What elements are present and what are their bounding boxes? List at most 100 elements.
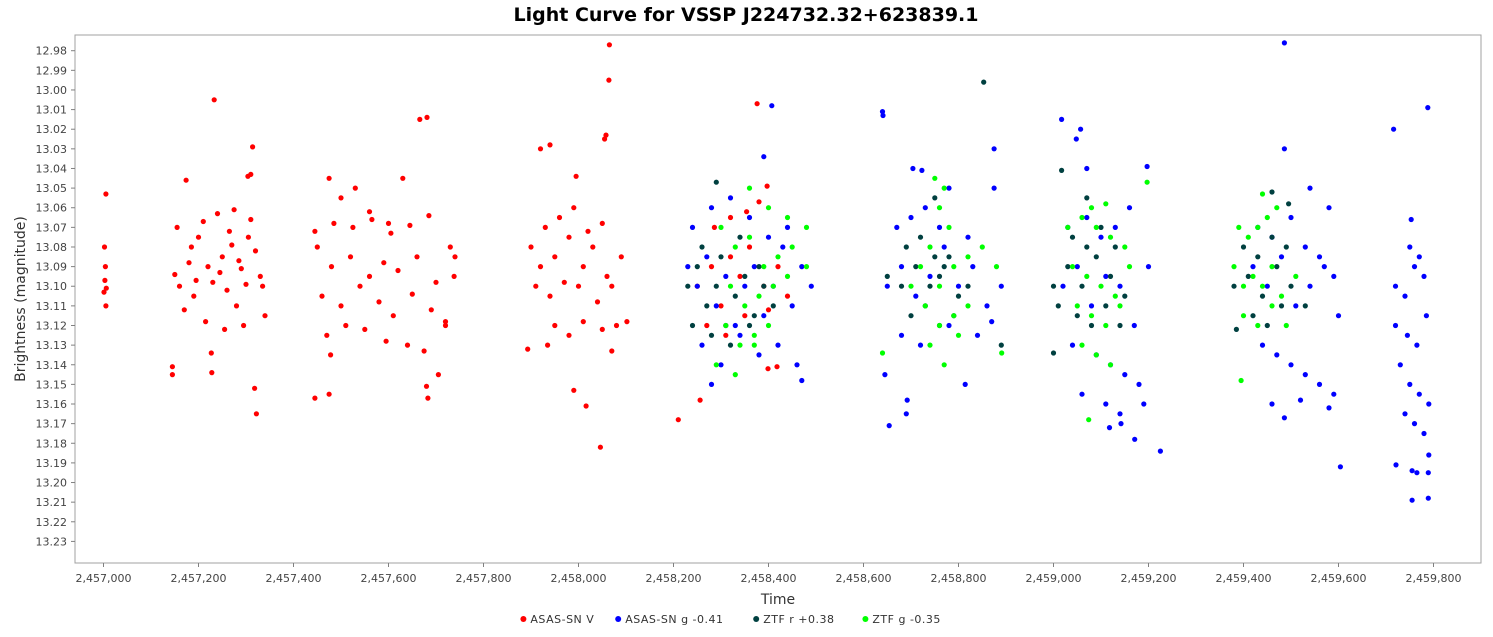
data-point <box>552 254 558 260</box>
data-point <box>984 303 990 309</box>
data-point <box>742 283 748 289</box>
data-point <box>425 395 431 401</box>
data-point <box>727 283 734 289</box>
data-point <box>103 191 109 197</box>
data-point <box>718 224 724 230</box>
data-point <box>1316 254 1323 260</box>
data-point <box>697 397 703 403</box>
data-point <box>713 362 719 368</box>
data-point <box>1084 273 1090 279</box>
data-point <box>1274 352 1280 358</box>
data-point <box>1321 264 1327 270</box>
data-point <box>229 242 235 248</box>
data-point <box>606 42 613 48</box>
data-point <box>699 244 705 250</box>
data-point <box>606 77 612 83</box>
data-point <box>784 293 791 299</box>
data-point <box>1402 293 1408 299</box>
data-point <box>913 293 919 299</box>
data-point <box>552 322 558 329</box>
data-point <box>770 303 776 309</box>
data-point <box>1103 322 1109 329</box>
data-point <box>1117 322 1123 329</box>
data-point <box>224 287 230 293</box>
data-point <box>1274 205 1280 211</box>
data-point <box>442 322 449 329</box>
y-tick-label: 13.02 <box>36 123 68 136</box>
data-point <box>1425 105 1431 111</box>
data-point <box>343 322 349 329</box>
data-point <box>1278 254 1285 260</box>
data-point <box>704 254 710 260</box>
y-tick-label: 13.03 <box>36 143 68 156</box>
data-point <box>1281 40 1287 46</box>
data-point <box>932 195 938 201</box>
data-point <box>751 332 757 338</box>
data-point <box>1122 244 1128 250</box>
data-point <box>756 199 762 205</box>
y-tick-label: 13.13 <box>36 339 68 352</box>
data-point <box>1050 350 1057 356</box>
data-point <box>1264 322 1270 329</box>
data-point <box>965 234 971 240</box>
data-point <box>1117 411 1123 417</box>
chart-title: Light Curve for VSSP J224732.32+623839.1 <box>514 4 979 26</box>
data-point <box>1112 293 1118 299</box>
data-point <box>210 279 216 285</box>
data-point <box>1425 495 1431 501</box>
data-point <box>927 342 933 348</box>
data-point <box>775 264 781 270</box>
data-point <box>1103 273 1109 279</box>
data-point <box>1141 401 1147 407</box>
data-points <box>101 40 1432 503</box>
legend-label: ZTF g -0.35 <box>872 613 941 626</box>
data-point <box>376 299 382 305</box>
x-tick-label: 2,459,600 <box>1311 572 1367 585</box>
data-point <box>573 173 579 179</box>
data-point <box>917 342 924 348</box>
data-point <box>1103 201 1109 207</box>
data-point <box>366 209 373 215</box>
data-point <box>799 264 805 270</box>
data-point <box>732 244 738 250</box>
data-point <box>319 293 325 299</box>
y-tick-label: 13.09 <box>36 261 68 274</box>
y-tick-label: 12.99 <box>36 64 68 77</box>
data-point <box>252 248 259 254</box>
data-point <box>941 244 947 250</box>
data-point <box>784 273 791 279</box>
data-point <box>1409 497 1415 503</box>
data-point <box>1245 234 1251 240</box>
legend-marker <box>862 616 869 622</box>
data-point <box>1283 244 1289 250</box>
y-tick-label: 13.05 <box>36 182 68 195</box>
data-point <box>102 277 108 283</box>
y-axis: 12.98 12.99 13.00 13.01 13.02 13.03 13.04 13.05… <box>36 45 75 548</box>
data-point <box>1288 283 1294 289</box>
data-point <box>965 283 971 289</box>
data-point <box>1250 313 1256 319</box>
y-tick-label: 13.07 <box>36 221 68 234</box>
data-point <box>1269 401 1275 407</box>
data-point <box>1307 283 1313 289</box>
data-point <box>699 342 705 348</box>
y-tick-label: 13.15 <box>36 378 68 391</box>
data-point <box>775 254 781 260</box>
data-point <box>203 319 209 325</box>
data-point <box>922 205 928 211</box>
data-point <box>1297 397 1304 403</box>
data-point <box>711 224 718 230</box>
data-point <box>941 264 947 270</box>
data-point <box>761 313 767 319</box>
data-point <box>756 352 762 358</box>
data-point <box>689 224 696 230</box>
data-point <box>999 350 1005 356</box>
data-point <box>1088 303 1095 309</box>
data-point <box>1331 391 1337 397</box>
data-point <box>746 322 753 329</box>
data-point <box>1274 264 1280 270</box>
data-point <box>685 283 691 289</box>
data-point <box>732 372 738 378</box>
